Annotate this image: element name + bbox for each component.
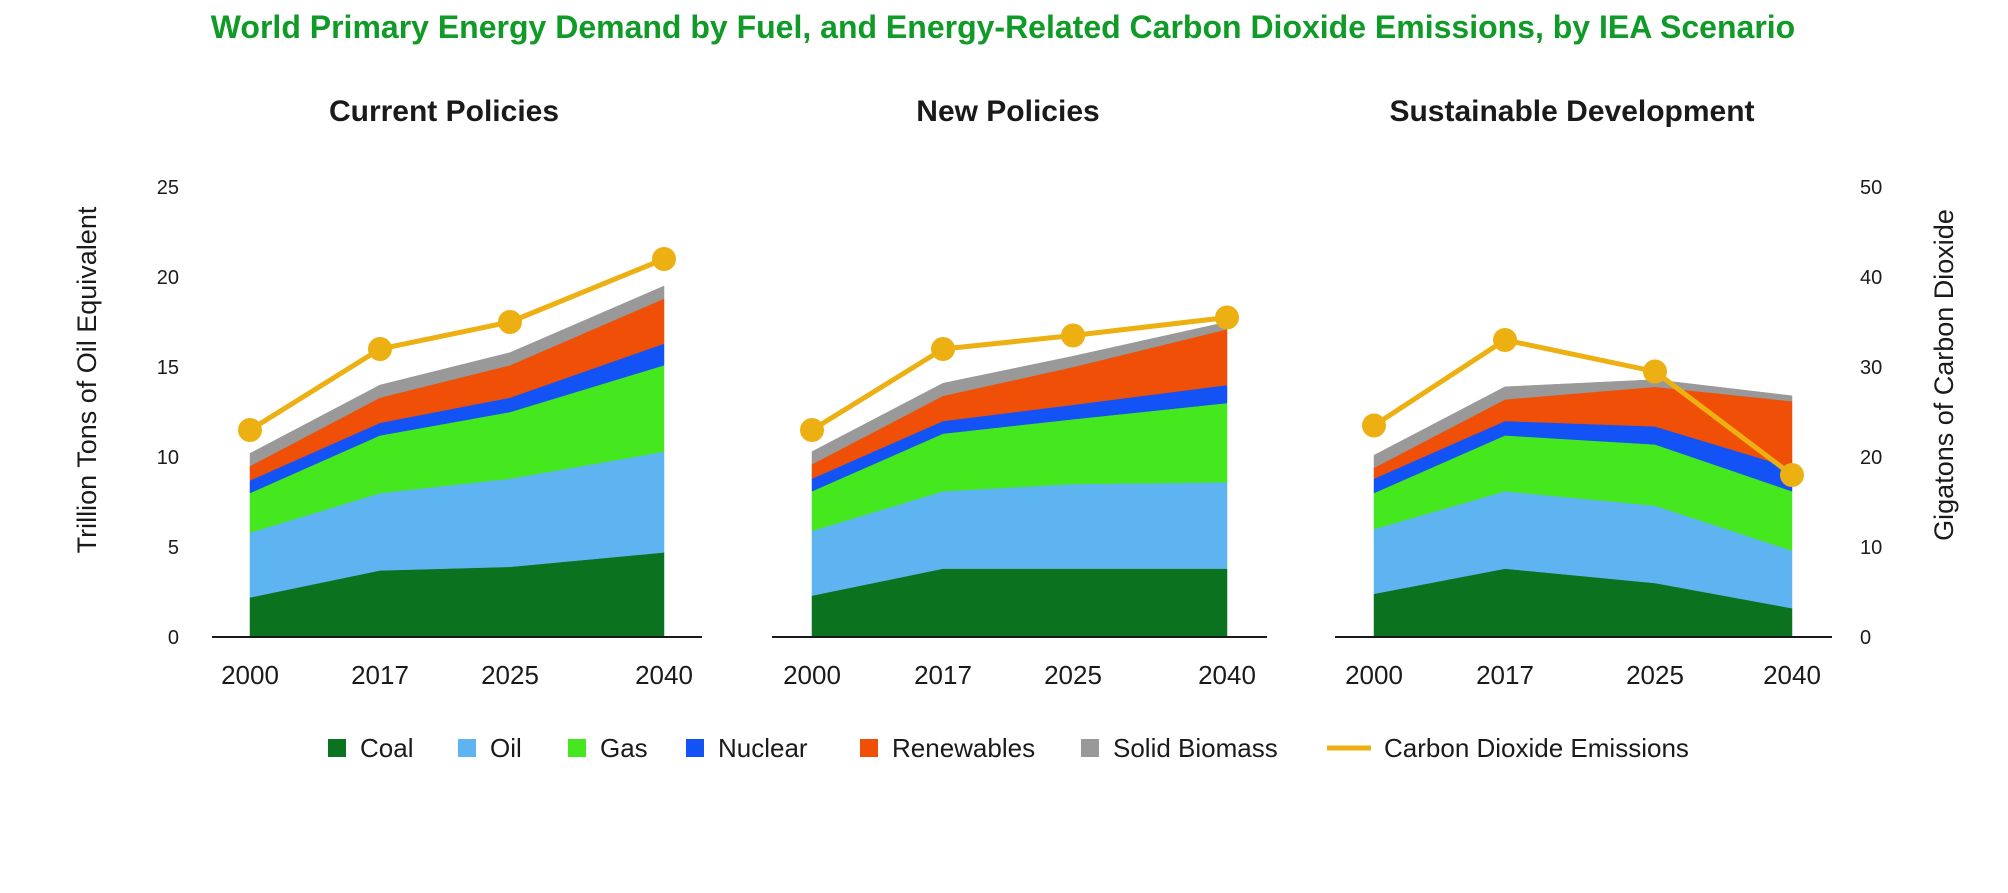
co2-point-2000-current-policies [238,418,262,442]
y-left-tick-5: 5 [168,537,179,559]
panel-new-policies: New Policies 2000 2017 2025 2040 [772,95,1267,690]
panel-current-policies: Current Policies 2000 2017 2025 2040 [212,95,702,690]
x-tick-2040-new-policies: 2040 [1198,660,1256,690]
x-tick-2025-new-policies: 2025 [1044,660,1102,690]
legend-item-gas: Gas [568,733,648,763]
co2-point-2017-new-policies [931,337,955,361]
co2-point-2025-sustainable-development [1643,359,1667,384]
y-left-tick-10: 10 [157,447,179,469]
legend-swatch-solid-biomass [1081,739,1099,757]
y-left-tick-25: 25 [157,177,179,199]
legend-item-solid-biomass: Solid Biomass [1081,733,1278,763]
legend-item-coal: Coal [328,733,413,763]
legend-label-solid-biomass: Solid Biomass [1113,733,1278,763]
chart-title: World Primary Energy Demand by Fuel, and… [211,9,1795,45]
x-tick-2040-current-policies: 2040 [635,660,693,690]
y-axis-right-label: Gigatons of Carbon Dioxide [1929,209,1959,541]
x-tick-2017-sustainable-development: 2017 [1476,660,1534,690]
panel-sustainable-development: Sustainable Development 2000 2017 2025 2040 [1335,95,1832,690]
legend-swatch-coal [328,739,346,757]
co2-point-2017-current-policies [368,337,392,361]
x-tick-2017-current-policies: 2017 [351,660,409,690]
co2-point-2040-current-policies [652,247,676,271]
legend-item-nuclear: Nuclear [686,733,808,763]
legend-item-oil: Oil [458,733,522,763]
y-left-tick-15: 15 [157,357,179,379]
x-tick-2000-sustainable-development: 2000 [1345,660,1403,690]
x-tick-2040-sustainable-development: 2040 [1763,660,1821,690]
y-left-tick-0: 0 [168,627,179,649]
x-tick-2017-new-policies: 2017 [914,660,972,690]
co2-point-2025-new-policies [1061,323,1085,348]
y-right-tick-50: 50 [1860,177,1882,199]
legend-label-carbon-dioxide-emissions: Carbon Dioxide Emissions [1384,733,1689,763]
area-solid-biomass-sustainable-development [1373,379,1793,469]
legend: Coal Oil Gas Nuclear Renewables Solid Biomass… [328,733,1689,763]
co2-line-new-policies [810,315,1228,433]
co2-line-sustainable-development [1372,337,1794,477]
panel-title-sustainable-development: Sustainable Development [1389,95,1754,128]
legend-label-renewables: Renewables [892,733,1035,763]
legend-item-renewables: Renewables [860,733,1035,763]
y-right-tick-10: 10 [1860,537,1882,559]
y-left-tick-20: 20 [157,267,179,289]
co2-point-2040-sustainable-development [1780,463,1804,487]
y-axes: 0 5 10 15 20 25 0 10 20 30 40 50 [157,177,1883,649]
panel-title-current-policies: Current Policies [329,95,559,128]
y-right-tick-0: 0 [1860,627,1871,649]
area-solid-biomass-current-policies [249,285,665,467]
co2-line-current-policies [248,256,665,433]
legend-label-gas: Gas [600,733,648,763]
legend-swatch-nuclear [686,739,704,757]
legend-swatch-renewables [860,739,878,757]
x-tick-2000-new-policies: 2000 [783,660,841,690]
co2-point-2000-sustainable-development [1362,413,1386,438]
legend-swatch-oil [458,739,476,757]
co2-point-2040-new-policies [1215,305,1239,330]
co2-point-2025-current-policies [498,310,522,334]
legend-swatch-gas [568,739,586,757]
y-axis-left-label: Trillion Tons of Oil Equivalent [72,206,102,553]
x-tick-2025-current-policies: 2025 [481,660,539,690]
x-tick-2000-current-policies: 2000 [221,660,279,690]
y-right-tick-20: 20 [1860,447,1882,469]
legend-label-nuclear: Nuclear [718,733,808,763]
legend-item-carbon-dioxide-emissions: Carbon Dioxide Emissions [1327,733,1689,763]
y-right-tick-30: 30 [1860,357,1882,379]
co2-point-2000-new-policies [800,418,824,442]
legend-label-oil: Oil [490,733,522,763]
x-tick-2025-sustainable-development: 2025 [1626,660,1684,690]
co2-point-2017-sustainable-development [1493,328,1517,352]
legend-label-coal: Coal [360,733,413,763]
panel-title-new-policies: New Policies [916,95,1099,128]
y-right-tick-40: 40 [1860,267,1882,289]
